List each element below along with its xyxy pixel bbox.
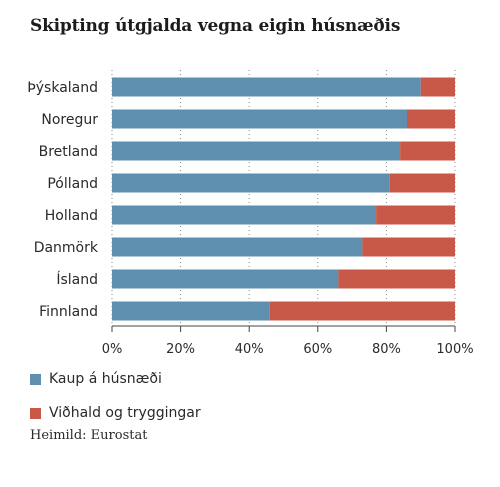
bar-segment-maintenance [420,77,455,97]
x-tick-label: 100% [436,342,473,357]
legend-swatch-purchase [30,373,41,385]
source-note: Heimild: Eurostat [30,428,148,443]
bar-segment-purchase [112,109,407,129]
bar-segment-purchase [112,237,363,257]
bar-segment-maintenance [338,269,455,289]
category-label: Ísland [56,271,98,288]
legend-item-maintenance: Viðhald og tryggingar [30,396,201,430]
bar-segment-purchase [112,205,377,225]
x-tick-label: 80% [372,342,401,357]
category-label: Þýskaland [27,80,98,96]
x-tick-label: 0% [102,342,123,357]
category-label: Bretland [39,144,98,160]
category-label: Danmörk [34,240,99,256]
category-label: Finnland [39,304,98,320]
bar-segment-maintenance [376,205,455,225]
bar-segment-maintenance [269,301,455,321]
bar-segment-purchase [112,173,390,193]
category-label: Holland [45,208,98,224]
x-tick-label: 40% [235,342,264,357]
bar-segment-purchase [112,141,401,161]
category-label: Pólland [47,176,98,192]
x-tick-label: 60% [303,342,332,357]
chart-title: Skipting útgjalda vegna eigin húsnæðis [30,16,401,36]
legend: Kaup á húsnæði Viðhald og tryggingar [30,362,201,430]
bar-segment-maintenance [389,173,455,193]
x-tick-label: 20% [166,342,195,357]
bar-segment-maintenance [362,237,455,257]
legend-swatch-maintenance [30,407,41,419]
legend-item-purchase: Kaup á húsnæði [30,362,201,396]
bar-segment-maintenance [406,109,455,129]
bar-segment-maintenance [400,141,455,161]
legend-label-maintenance: Viðhald og tryggingar [49,405,201,421]
legend-label-purchase: Kaup á húsnæði [49,371,162,387]
category-label: Noregur [41,112,98,128]
bar-segment-purchase [112,301,270,321]
bar-segment-purchase [112,269,339,289]
bar-segment-purchase [112,77,421,97]
